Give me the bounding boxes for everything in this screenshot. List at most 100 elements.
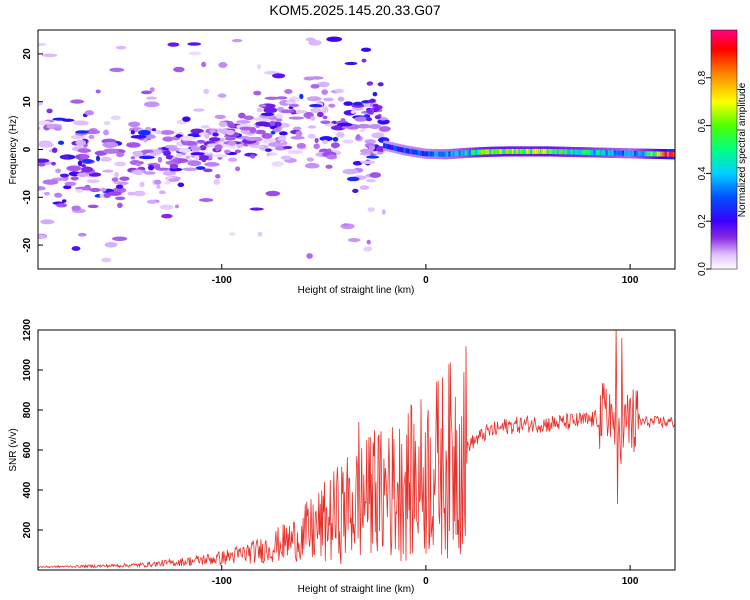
ridge-segment <box>411 149 416 155</box>
spectrogram-cell <box>141 149 154 154</box>
spectrogram-cell <box>59 173 70 178</box>
ridge-segment <box>599 150 604 156</box>
ridge-segment <box>464 150 469 156</box>
spectrogram-cell <box>360 160 376 164</box>
ridge-segment <box>395 146 400 152</box>
ridge-segment <box>456 150 461 156</box>
spectrogram-cell <box>130 130 135 135</box>
ridge-segment <box>452 151 457 157</box>
ridge-segment <box>575 149 579 155</box>
spectrogram-cell <box>365 117 372 122</box>
spectrogram-cell <box>228 232 236 236</box>
spectrogram-cell <box>317 81 330 88</box>
spectrogram-x-axis-label: Height of straight line (km) <box>298 285 415 296</box>
spectrogram-cell <box>143 171 156 175</box>
ridge-segment <box>536 148 541 154</box>
snr-panel: -100 0 100 200 400 600 800 1000 1200 Height of … <box>8 318 676 595</box>
ridge-segment <box>673 151 675 157</box>
spectrogram-cell <box>212 132 219 137</box>
ridge-segment <box>511 148 516 154</box>
spectrogram-y-tick-label: -10 <box>22 190 33 205</box>
spectrogram-cell <box>177 182 185 188</box>
spectrogram-cell <box>217 93 227 98</box>
spectrogram-cell <box>288 103 300 108</box>
spectrogram-cell <box>115 45 127 50</box>
ridge-segment <box>583 149 588 155</box>
spectrogram-cell <box>352 101 363 106</box>
ridge-segment <box>444 151 449 157</box>
spectrogram-cell <box>284 88 293 94</box>
spectrogram-cell <box>57 140 65 145</box>
spectrogram-cell <box>130 135 147 139</box>
spectrogram-cell <box>63 185 72 190</box>
spectrogram-cell <box>265 190 281 197</box>
spectrogram-cell <box>214 114 226 120</box>
colorbar-tick-label: 0.0 <box>697 262 708 276</box>
spectrogram-cell <box>52 117 67 121</box>
spectrogram-cells <box>38 36 391 263</box>
spectrogram-cell <box>377 118 390 125</box>
spectrogram-cell <box>271 161 284 167</box>
spectrogram-cell <box>115 196 126 201</box>
ridge-segment <box>393 145 398 151</box>
ridge-segment <box>556 149 561 155</box>
spectrogram-cell <box>257 64 262 70</box>
spectrogram-cell <box>276 118 283 122</box>
spectrogram-cell <box>190 146 201 151</box>
spectrogram-cell <box>309 76 324 80</box>
snr-y-tick-label: 200 <box>22 521 33 538</box>
spectrogram-cell <box>190 152 205 156</box>
spectrogram-cell <box>355 134 361 141</box>
spectrogram-cell <box>138 155 155 160</box>
spectrogram-cell <box>249 145 265 149</box>
spectrogram-cell <box>255 121 270 127</box>
spectrogram-cell <box>310 116 316 121</box>
spectrogram-cell <box>196 155 210 161</box>
spectrogram-cell <box>368 124 382 130</box>
spectrogram-cell <box>75 188 84 193</box>
spectrogram-cell <box>381 209 386 215</box>
ridge-segment <box>442 151 447 157</box>
spectrogram-cell <box>103 129 109 136</box>
ridge-segment <box>491 149 496 155</box>
spectrogram-cell <box>266 152 271 157</box>
spectrogram-cell <box>138 129 151 136</box>
ridge-segment <box>446 151 451 157</box>
spectrogram-cell <box>326 154 338 160</box>
spectrogram-x-tick-label: -100 <box>212 275 232 286</box>
ridge-segment <box>407 148 412 154</box>
spectrogram-cell <box>182 167 198 171</box>
spectrogram-y-tick-label: -20 <box>22 237 33 252</box>
ridge-segment <box>434 151 439 157</box>
ridge-segment <box>389 144 394 150</box>
ridge-segment <box>546 148 551 154</box>
spectrogram-cell <box>296 142 307 149</box>
ridge-segment <box>523 148 528 154</box>
spectrogram-cell <box>53 126 62 131</box>
spectrogram-cell <box>70 99 85 104</box>
spectrogram-cell <box>254 129 266 135</box>
ridge-segment <box>640 151 645 157</box>
ridge-segment <box>593 150 598 156</box>
spectrogram-cell <box>152 162 158 167</box>
spectrogram-cell <box>41 53 58 58</box>
spectrogram-cell <box>273 127 281 133</box>
spectrogram-cell <box>366 179 376 183</box>
ridge-segment <box>554 149 559 155</box>
spectrogram-cell <box>238 112 246 119</box>
spectrogram-cell <box>288 116 305 120</box>
spectrogram-cell <box>325 164 333 169</box>
spectrogram-cell <box>322 139 329 145</box>
spectrogram-cell <box>313 143 320 150</box>
ridge-segment <box>607 150 612 156</box>
ridge-segment <box>436 151 441 157</box>
spectrogram-cell <box>378 116 388 121</box>
spectrogram-cell <box>190 128 204 134</box>
spectrogram-cell <box>305 37 316 42</box>
spectrogram-cell <box>352 160 363 166</box>
ridge-segment <box>526 148 530 154</box>
spectrogram-cell <box>71 246 81 251</box>
spectrogram-cell <box>38 158 50 163</box>
snr-frame <box>37 329 676 571</box>
